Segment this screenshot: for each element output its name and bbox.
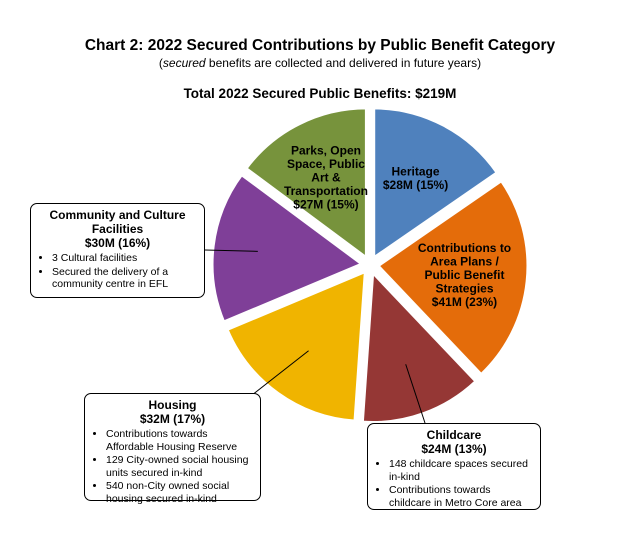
callout-bullet: 540 non-City owned social housing secure… [106,480,252,505]
callout-box-4: Community and Culture Facilities $30M (16%… [30,203,205,298]
callout-bullets: 148 childcare spaces secured in-kindCont… [376,458,532,509]
callout-bullet: Contributions towards childcare in Metro… [389,484,532,509]
chart-title: Chart 2: 2022 Secured Contributions by P… [84,37,556,54]
slice-name-label-5: Parks, Open [291,143,361,157]
callout-bullet: Secured the delivery of a community cent… [52,266,196,291]
callout-leader-4 [204,249,258,252]
callout-title: Childcare [426,428,482,442]
slice-name-label-0: Heritage [392,164,440,178]
chart-total-label: Total 2022 Secured Public Benefits: $219… [183,86,457,101]
callout-bullets: 3 Cultural facilitiesSecured the deliver… [39,252,196,291]
pie-slice-2 [360,269,479,425]
pie-slice-5 [243,106,368,261]
pie-slice-4 [210,172,366,324]
slice-value-label-1: $41M (23%) [432,295,497,309]
callout-bullet: 129 City-owned social housing units secu… [106,454,252,479]
callout-value: $30M (16%) [84,236,151,250]
chart-subtitle: (secured benefits are collected and deli… [0,56,640,70]
slice-name-label-1: Strategies [435,281,493,295]
subtitle-emphasis: secured [162,56,206,70]
callout-title: Facilities [91,222,144,236]
slice-name-label-1: Area Plans / [430,254,499,268]
callout-box-3: Housing$32M (17%) Contributions towards A… [84,393,261,505]
subtitle-rest: benefits are collected and delivered in … [205,56,482,70]
pie-slice-0 [372,106,500,261]
subtitle-open: ( [158,56,163,70]
callout-value: $24M (13%) [421,442,487,456]
pie-slice-1 [375,178,530,377]
callout-bullets: Contributions towards Affordable Housing… [93,428,252,505]
callout-leader-2 [405,364,426,424]
slice-name-label-5: Transportation [284,184,368,198]
slice-name-label-5: Art & [311,170,341,184]
slice-value-label-0: $28M (15%) [383,178,448,192]
slice-name-label-1: Contributions to [418,241,511,255]
callout-bullet: 148 childcare spaces secured in-kind [389,458,532,483]
pie-slice-3 [225,269,368,423]
callout-title: Community and Culture [49,208,186,222]
callout-title: Housing [148,398,197,412]
slice-value-label-5: $27M (15%) [293,197,358,211]
callout-value: $32M (17%) [139,412,206,426]
callout-box-2: Childcare$24M (13%) 148 childcare spaces … [367,423,541,510]
callout-bullet: 3 Cultural facilities [52,252,196,265]
slice-name-label-1: Public Benefit [424,268,504,282]
slice-name-label-5: Space, Public [287,157,365,171]
callout-bullet: Contributions towards Affordable Housing… [106,428,252,453]
